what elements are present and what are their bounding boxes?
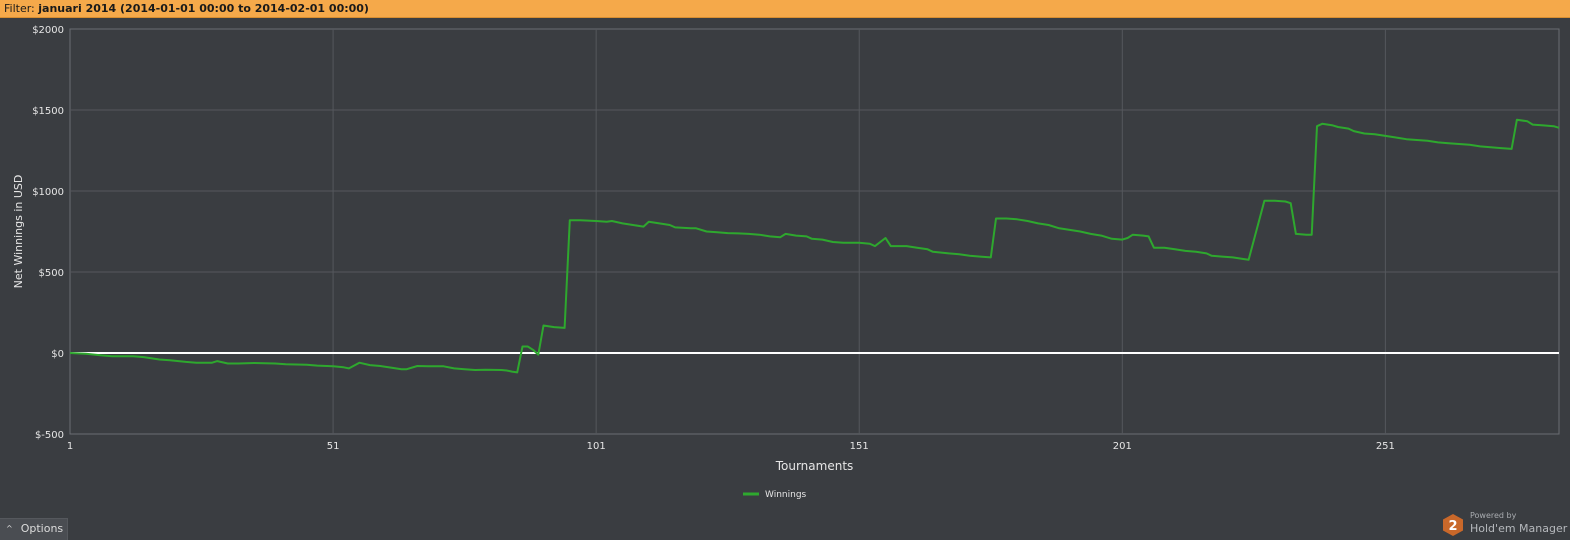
x-tick-label: 201 — [1113, 441, 1132, 452]
legend-label-winnings: Winnings — [765, 490, 807, 500]
y-tick-label: $0 — [51, 349, 64, 360]
x-tick-label: 251 — [1376, 441, 1395, 452]
x-tick-label: 1 — [67, 441, 73, 452]
hem-logo-icon: 2 — [1443, 514, 1463, 536]
chevron-up-icon: ^ — [6, 524, 13, 533]
options-label: Options — [20, 522, 64, 535]
x-tick-label: 51 — [327, 441, 340, 452]
brand-name: Hold'em Manager — [1470, 522, 1568, 535]
x-tick-label: 101 — [587, 441, 606, 452]
x-axis-title: Tournaments — [775, 459, 854, 473]
filter-value: januari 2014 (2014-01-01 00:00 to 2014-0… — [38, 2, 369, 15]
plot-area — [69, 28, 1560, 435]
filter-bar: Filter: januari 2014 (2014-01-01 00:00 t… — [0, 0, 1570, 18]
powered-by-text: Powered by — [1470, 511, 1517, 520]
y-tick-label: $2000 — [32, 25, 64, 36]
series-line-winnings — [69, 118, 1560, 374]
options-button[interactable]: ^ Options — [0, 518, 68, 540]
y-tick-label: $1500 — [32, 106, 64, 117]
x-tick-label: 151 — [850, 441, 869, 452]
brand-logo: 2 Powered by Hold'em Manager — [1441, 510, 1570, 540]
filter-label: Filter: — [4, 2, 39, 15]
y-tick-label: $-500 — [35, 430, 64, 441]
winnings-chart: 1 51 101 151 201 251$-500$0$500$1000$1500$200… — [12, 25, 1560, 500]
y-axis-title: Net Winnings in USD — [12, 175, 25, 289]
logo-digit: 2 — [1448, 519, 1457, 534]
y-tick-label: $1000 — [32, 187, 64, 198]
y-tick-label: $500 — [39, 268, 64, 279]
legend[interactable]: Winnings — [743, 490, 807, 500]
